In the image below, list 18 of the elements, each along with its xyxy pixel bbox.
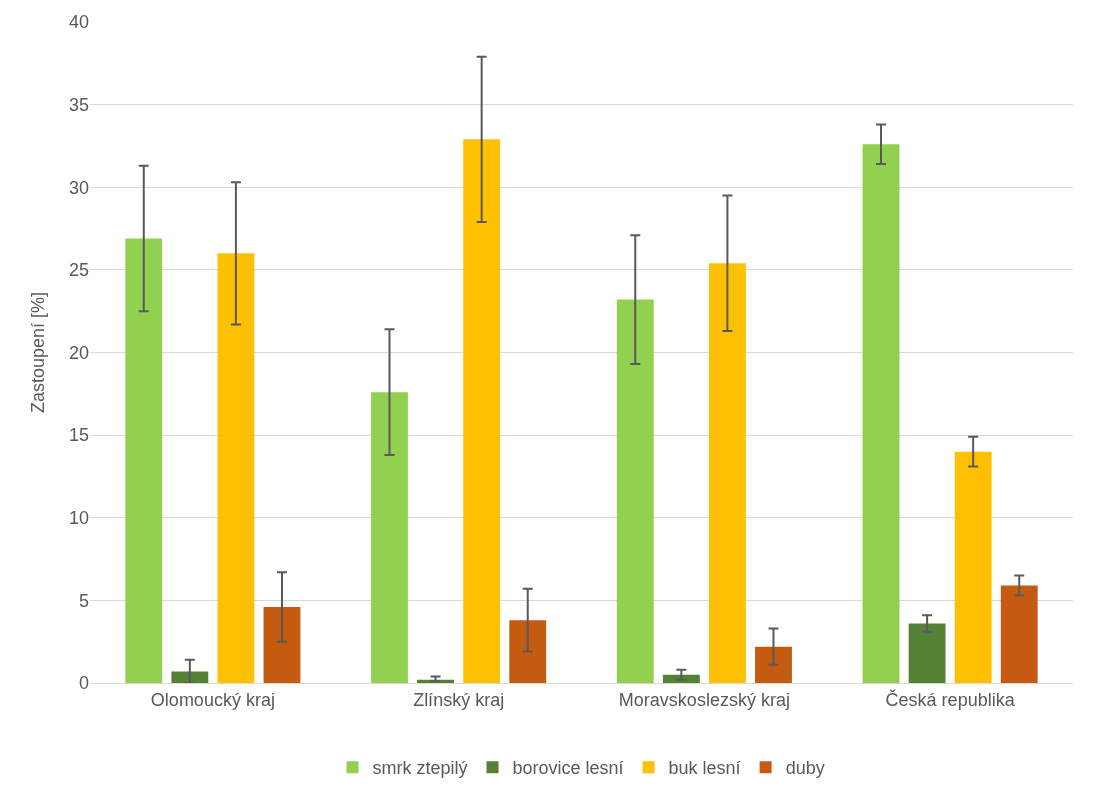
y-tick-label: 0 bbox=[78, 673, 89, 694]
y-tick-label: 35 bbox=[68, 94, 89, 115]
y-tick-label: 20 bbox=[68, 342, 89, 363]
x-tick-label: Česká republika bbox=[885, 688, 1016, 710]
y-tick-label: 40 bbox=[68, 12, 89, 33]
legend-label: duby bbox=[785, 758, 825, 779]
x-tick-label: Zlínský kraj bbox=[413, 689, 505, 710]
y-tick-label: 5 bbox=[78, 590, 89, 611]
x-tick-label: Olomoucký kraj bbox=[150, 689, 275, 710]
legend-label: borovice lesní bbox=[512, 758, 624, 779]
legend-label: buk lesní bbox=[668, 758, 741, 779]
y-tick-label: 30 bbox=[68, 177, 89, 198]
y-tick-label: 10 bbox=[68, 508, 89, 529]
y-tick-label: 25 bbox=[68, 260, 89, 281]
x-tick-label: Moravskoslezský kraj bbox=[618, 689, 790, 710]
legend-label: smrk ztepilý bbox=[372, 758, 468, 779]
y-axis-title: Zastoupení [%] bbox=[28, 291, 48, 414]
y-tick-label: 15 bbox=[68, 425, 89, 446]
